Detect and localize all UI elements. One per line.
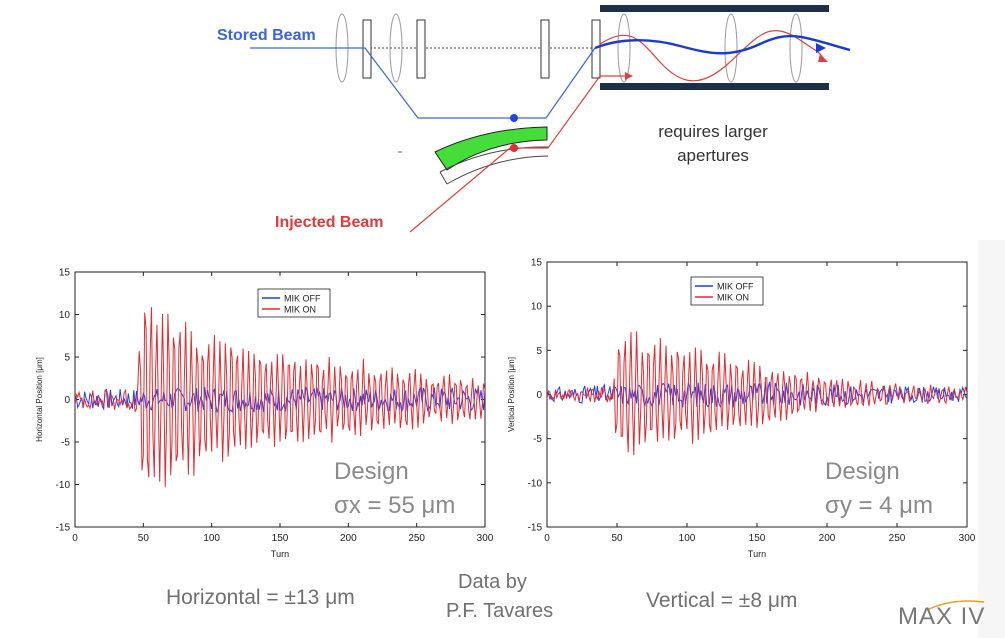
y-axis-label: Horizontal Position [μm] xyxy=(35,357,44,442)
legend xyxy=(690,276,764,306)
stored-beam-label: Stored Beam xyxy=(217,27,316,44)
y-tick-label: 10 xyxy=(59,310,71,321)
legend-label: MIK ON xyxy=(717,293,749,303)
lens-group xyxy=(335,13,803,83)
credit-line2: P.F. Tavares xyxy=(446,600,554,622)
design-value-right: σy = 4 μm xyxy=(825,492,933,519)
arrow-down-right-icon xyxy=(818,54,828,62)
y-tick-label: 0 xyxy=(536,390,542,401)
chamber-bottom-wall xyxy=(600,83,829,90)
kicker-magnet xyxy=(362,19,372,79)
lens-icon xyxy=(789,13,803,83)
x-tick-label: 300 xyxy=(477,533,494,544)
y-tick-label: -15 xyxy=(528,523,543,534)
injected-oscillation xyxy=(599,30,826,82)
kicker-magnet xyxy=(540,19,550,79)
septum-wall xyxy=(439,146,549,173)
arrow-right-icon xyxy=(816,43,826,53)
credit-line1: Data by xyxy=(458,571,527,593)
y-tick-label: 5 xyxy=(64,353,70,364)
x-tick-label: 200 xyxy=(819,533,836,544)
stored-beam-path xyxy=(250,47,596,119)
design-title-left: Design xyxy=(334,458,409,485)
max-iv-logo-icon: MAX IV xyxy=(898,600,985,630)
lens-icon xyxy=(724,13,738,83)
y-tick-label: -10 xyxy=(528,478,543,489)
y-tick-label: 0 xyxy=(64,395,70,406)
legend-label: MIK OFF xyxy=(284,294,321,304)
side-panel xyxy=(978,240,1005,638)
x-tick-label: 50 xyxy=(138,533,150,544)
x-axis-label: Turn xyxy=(271,549,289,559)
x-tick-label: 0 xyxy=(544,533,550,544)
logo: MAX IV xyxy=(872,596,992,632)
lens-icon xyxy=(617,13,631,83)
y-tick-label: -15 xyxy=(56,523,71,534)
injection-diagram: Stored Beam Injected Beam requires large… xyxy=(217,5,851,233)
legend xyxy=(257,288,331,318)
series-line-mik-off xyxy=(547,381,967,409)
series-line-mik-on xyxy=(75,307,485,488)
x-axis-label: Turn xyxy=(748,549,766,559)
stored-oscillation xyxy=(594,34,851,55)
y-tick-label: 5 xyxy=(536,346,542,357)
x-tick-label: 100 xyxy=(203,533,220,544)
y-tick-label: -5 xyxy=(533,434,542,445)
x-tick-label: 250 xyxy=(408,533,425,544)
horizontal-caption: Horizontal = ±13 μm xyxy=(166,586,355,609)
aperture-note-line1: requires larger xyxy=(658,122,768,141)
design-value-left: σx = 55 μm xyxy=(334,492,456,519)
x-tick-label: 250 xyxy=(889,533,906,544)
horizontal-position-chart: 0 50 100 150 200 250 300151050-5-10-15TurnHori… xyxy=(35,268,494,560)
septum-wall xyxy=(439,171,448,185)
injected-beam-path xyxy=(409,75,625,233)
kicker-magnet xyxy=(591,19,601,79)
y-tick-label: 15 xyxy=(59,268,71,279)
y-axis-label: Vertical Position [μm] xyxy=(507,357,516,432)
injected-beam-label: Injected Beam xyxy=(275,214,383,231)
legend-label: MIK OFF xyxy=(717,282,754,292)
arrow-right-icon xyxy=(625,72,633,80)
septum-wall xyxy=(446,155,549,185)
x-tick-label: 300 xyxy=(959,533,976,544)
logo-text: MAX IV xyxy=(898,603,985,630)
y-tick-label: 15 xyxy=(531,258,543,269)
x-tick-label: 200 xyxy=(340,533,357,544)
injected-bunch xyxy=(510,144,518,152)
chamber-top-wall xyxy=(600,5,829,12)
vertical-caption: Vertical = ±8 μm xyxy=(646,589,798,612)
septum-magnet xyxy=(434,126,548,171)
y-tick-label: -5 xyxy=(61,438,70,449)
aperture-note-line2: apertures xyxy=(677,146,749,165)
design-title-right: Design xyxy=(825,458,900,485)
x-tick-label: 150 xyxy=(749,533,766,544)
x-tick-label: 100 xyxy=(679,533,696,544)
stored-bunch xyxy=(510,114,518,122)
kicker-magnet xyxy=(416,19,426,79)
y-tick-label: 10 xyxy=(531,302,543,313)
legend-label: MIK ON xyxy=(284,305,316,315)
lens-icon xyxy=(389,13,403,83)
series-line-mik-on xyxy=(547,331,967,456)
y-tick-label: -10 xyxy=(56,480,71,491)
x-tick-label: 50 xyxy=(611,533,623,544)
x-tick-label: 150 xyxy=(272,533,289,544)
vertical-position-chart: 0 50 100 150 200 250 300151050-5-10-15TurnVert… xyxy=(507,258,976,560)
x-tick-label: 0 xyxy=(72,533,78,544)
